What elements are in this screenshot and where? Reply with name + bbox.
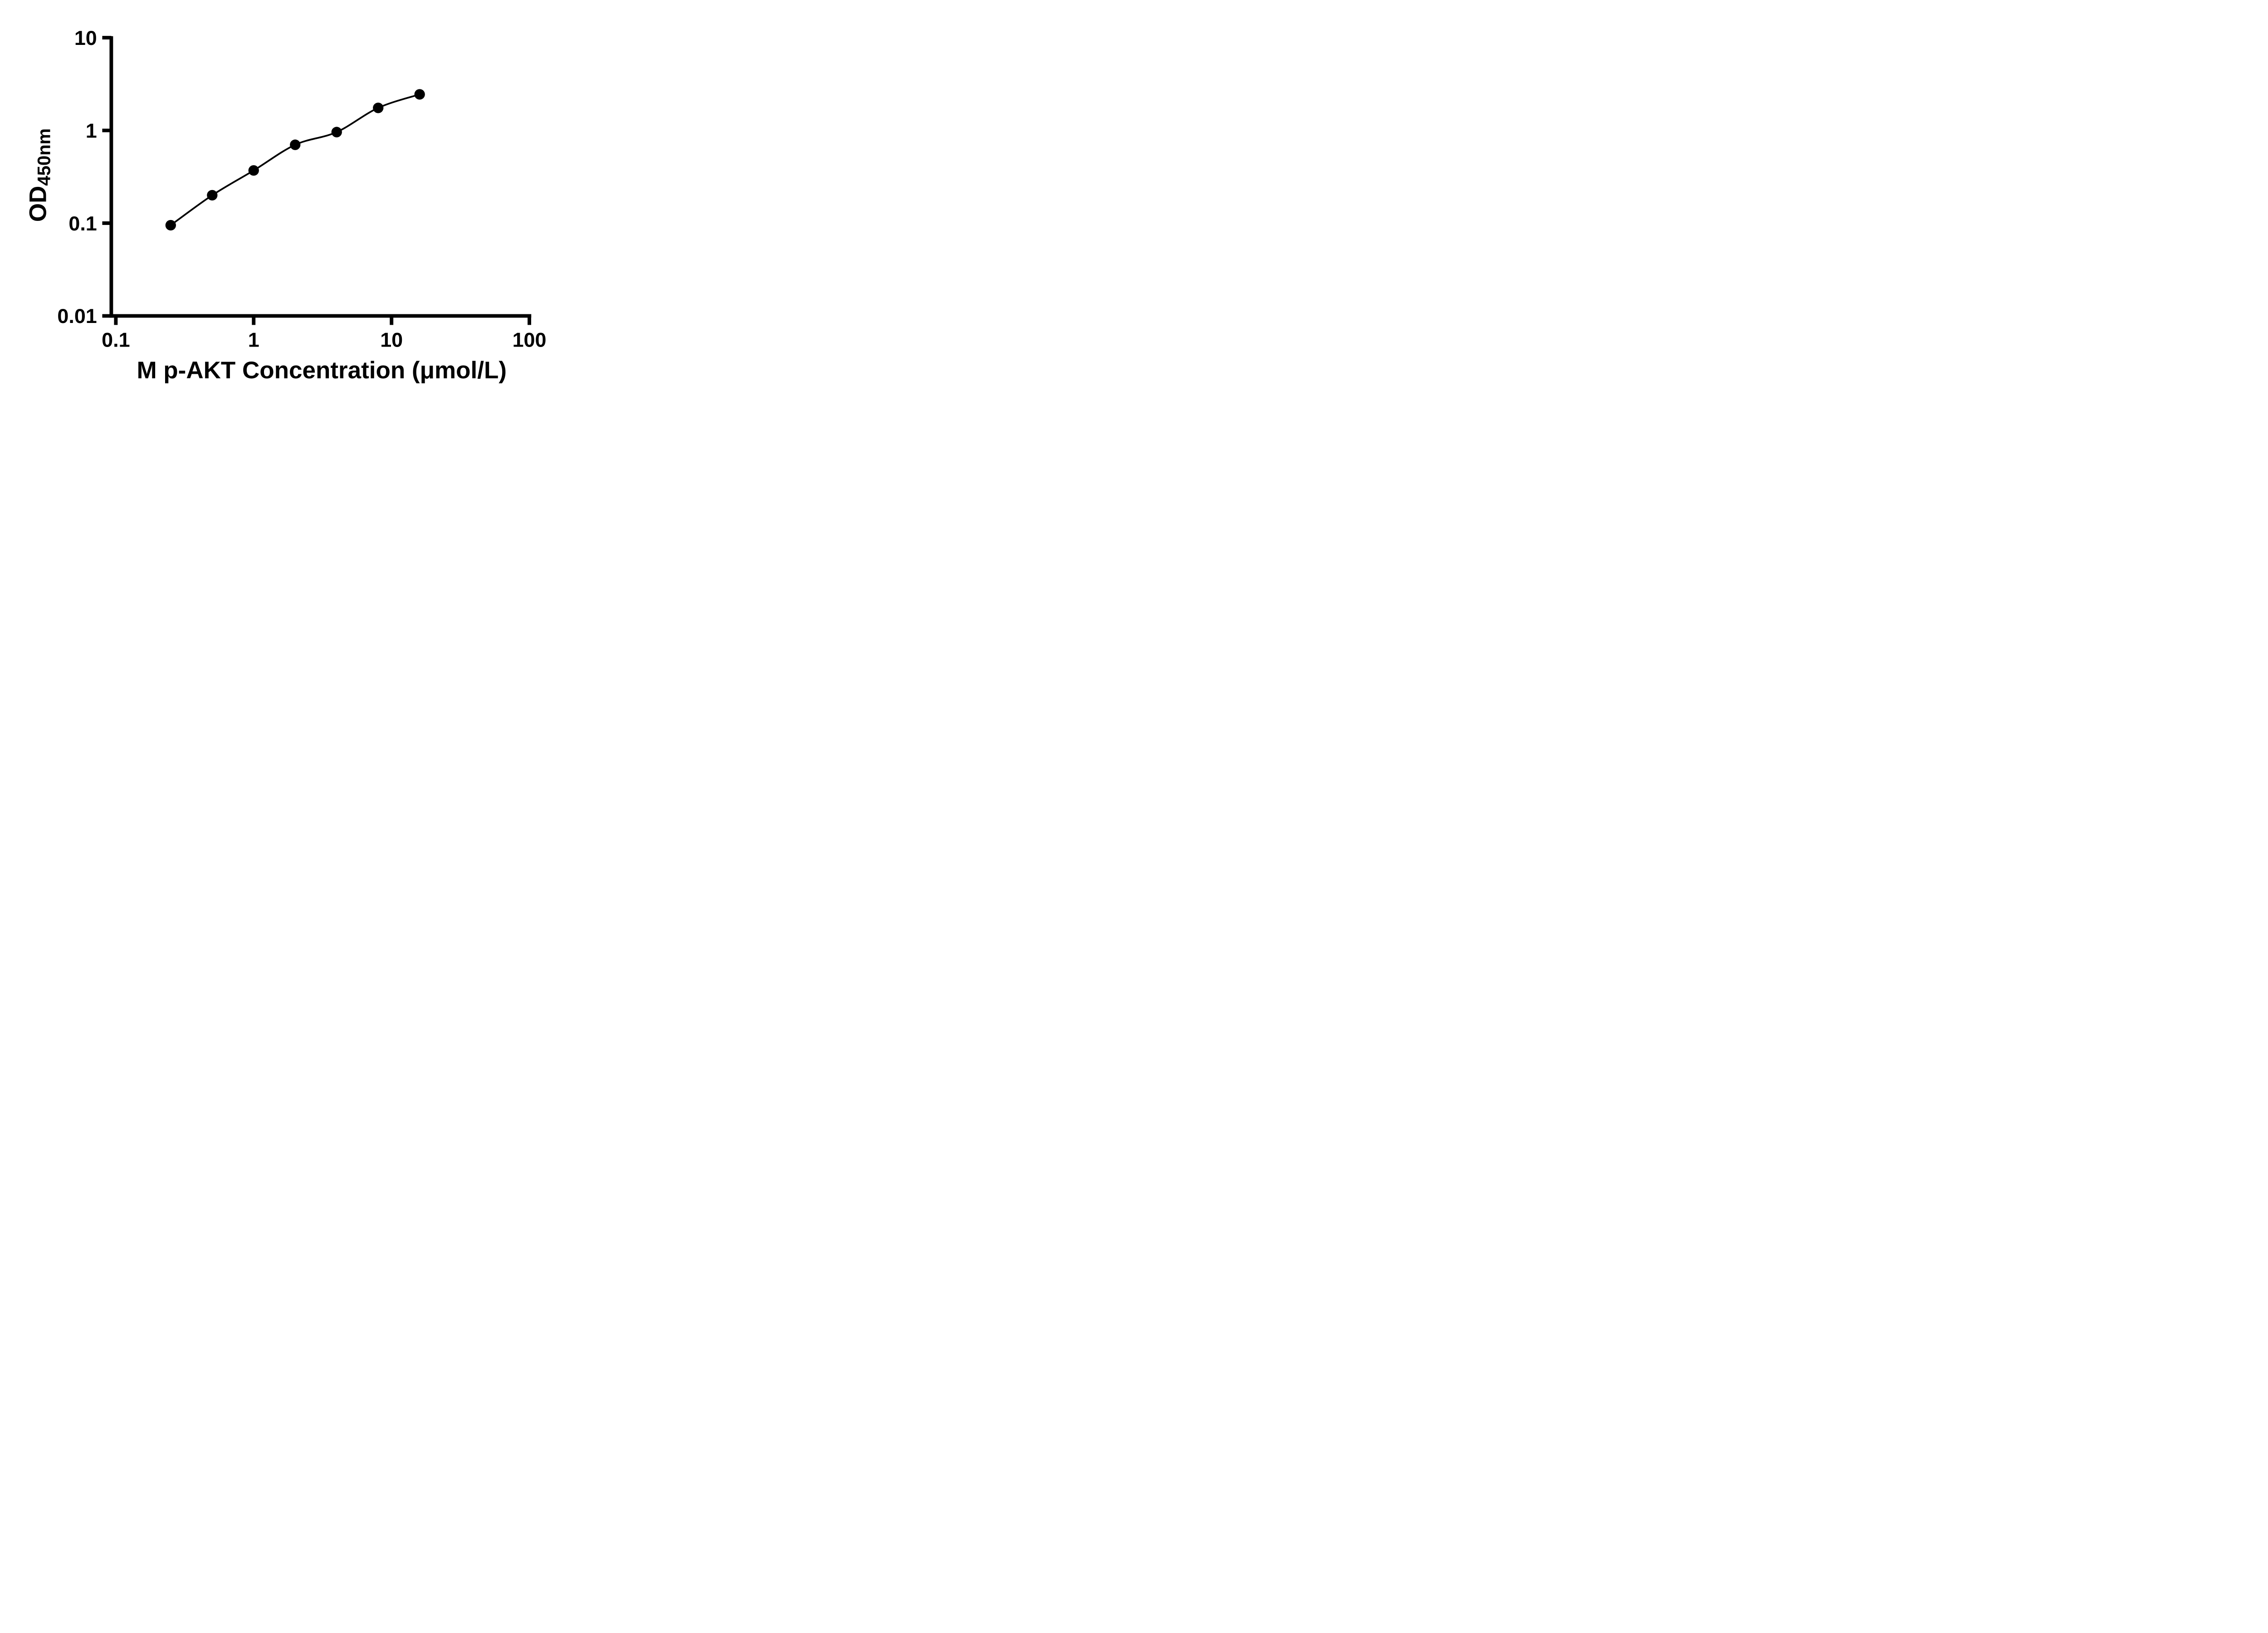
data-point <box>248 165 259 176</box>
y-axis-title: OD450nm <box>24 128 55 222</box>
y-tick-label: 10 <box>74 26 97 49</box>
standard-curve-figure: 0.1 1 10 100 0.01 0.1 1 10 M p-AKT Concentratio… <box>0 0 583 408</box>
x-tick-label: 100 <box>513 328 547 352</box>
x-tick-label: 0.1 <box>102 328 130 352</box>
data-point <box>414 89 425 100</box>
y-tick-label: 0.1 <box>68 212 97 235</box>
x-tick-label: 10 <box>380 328 403 352</box>
data-point <box>373 103 384 113</box>
data-point <box>290 139 301 150</box>
y-axis-title-main: OD <box>25 186 52 222</box>
y-axis-title-subscript: 450nm <box>34 128 54 186</box>
y-tick-label: 0.01 <box>57 304 97 328</box>
data-point <box>207 190 218 201</box>
data-point <box>331 127 342 137</box>
data-point <box>165 220 176 231</box>
fit-curve <box>170 93 420 226</box>
y-tick-label: 1 <box>86 119 97 142</box>
x-axis-title: M p-AKT Concentration (μmol/L) <box>137 357 507 384</box>
x-tick-label: 1 <box>248 328 259 352</box>
